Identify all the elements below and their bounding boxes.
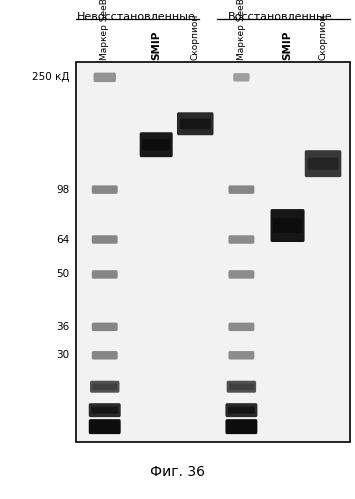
- FancyBboxPatch shape: [225, 403, 257, 417]
- FancyBboxPatch shape: [229, 235, 255, 244]
- FancyBboxPatch shape: [92, 235, 118, 244]
- FancyBboxPatch shape: [142, 139, 170, 150]
- FancyBboxPatch shape: [92, 384, 117, 390]
- FancyBboxPatch shape: [91, 423, 118, 430]
- Text: SMIP: SMIP: [283, 30, 293, 60]
- FancyBboxPatch shape: [92, 323, 118, 331]
- Text: Восстановленные: Восстановленные: [228, 12, 333, 22]
- FancyBboxPatch shape: [177, 112, 214, 135]
- FancyBboxPatch shape: [229, 351, 255, 359]
- FancyBboxPatch shape: [92, 270, 118, 278]
- Text: 250 кД: 250 кД: [32, 72, 69, 82]
- FancyBboxPatch shape: [227, 381, 256, 393]
- FancyBboxPatch shape: [228, 423, 255, 430]
- FancyBboxPatch shape: [90, 381, 119, 393]
- FancyBboxPatch shape: [225, 419, 257, 434]
- Text: Фиг. 36: Фиг. 36: [150, 465, 205, 479]
- FancyBboxPatch shape: [229, 384, 254, 390]
- Text: Маркер SeeBlue: Маркер SeeBlue: [100, 0, 109, 60]
- Text: Скорпион: Скорпион: [318, 13, 328, 60]
- Text: Скорпион: Скорпион: [191, 13, 200, 60]
- FancyBboxPatch shape: [94, 72, 116, 82]
- Text: 36: 36: [56, 322, 69, 332]
- Text: 64: 64: [56, 235, 69, 245]
- Text: Маркер SeeBlue: Маркер SeeBlue: [237, 0, 246, 60]
- FancyBboxPatch shape: [180, 118, 211, 129]
- Text: 98: 98: [56, 185, 69, 195]
- FancyBboxPatch shape: [229, 323, 255, 331]
- FancyBboxPatch shape: [308, 158, 338, 170]
- FancyBboxPatch shape: [89, 419, 121, 434]
- FancyBboxPatch shape: [229, 270, 255, 278]
- FancyBboxPatch shape: [92, 186, 118, 194]
- FancyBboxPatch shape: [89, 403, 121, 417]
- Text: 30: 30: [56, 350, 69, 360]
- FancyBboxPatch shape: [305, 150, 342, 177]
- FancyBboxPatch shape: [233, 73, 250, 82]
- FancyBboxPatch shape: [273, 218, 302, 233]
- FancyBboxPatch shape: [271, 209, 305, 242]
- Text: Невосстановленные: Невосстановленные: [77, 12, 196, 22]
- FancyBboxPatch shape: [91, 407, 118, 414]
- Text: 50: 50: [56, 269, 69, 279]
- FancyBboxPatch shape: [229, 186, 255, 194]
- Text: SMIP: SMIP: [151, 30, 161, 60]
- FancyBboxPatch shape: [228, 407, 255, 414]
- FancyBboxPatch shape: [140, 132, 173, 157]
- FancyBboxPatch shape: [92, 351, 118, 359]
- Bar: [76, 62, 350, 442]
